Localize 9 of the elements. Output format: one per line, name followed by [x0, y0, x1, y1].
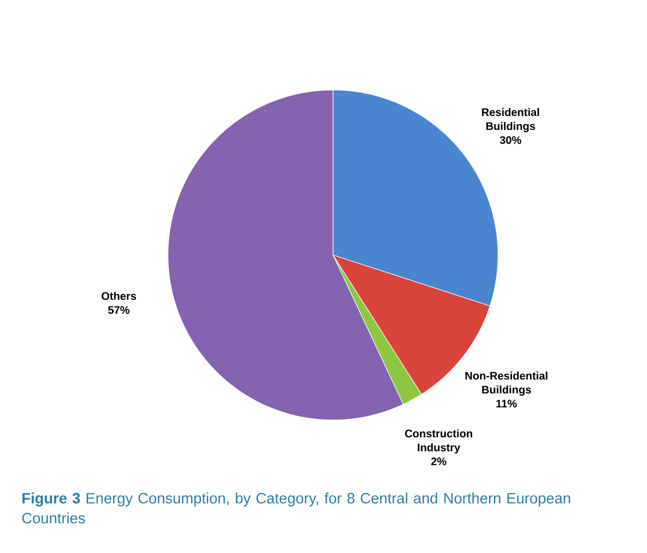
data-label: 30% [500, 136, 522, 144]
text: Figure 3 Energy Consumption, by Category, for 8 Central and Northern European Countries [22, 492, 570, 524]
slice-label: Non-Residential Buildings [465, 372, 548, 396]
data-label: 57% [108, 306, 130, 314]
slice-label: Construction Industry [405, 429, 472, 454]
data-label: 2% [431, 458, 446, 466]
slice-label: Others [102, 292, 136, 300]
slice-label: Residential Buildings [482, 108, 539, 132]
data-label: 11% [496, 400, 517, 408]
